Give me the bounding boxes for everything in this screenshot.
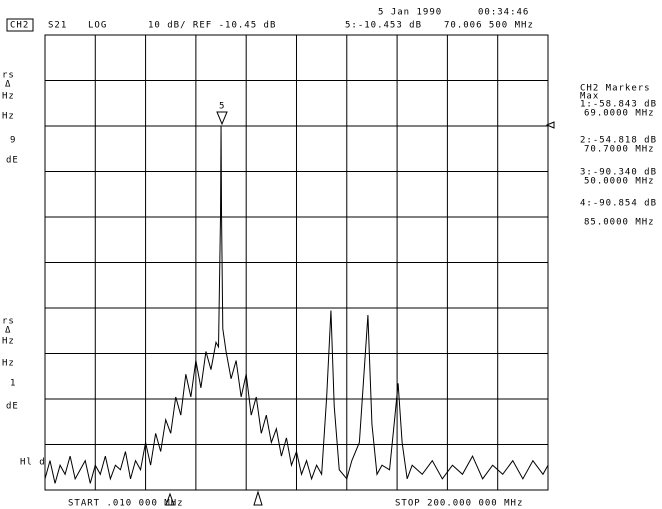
left-info: rs [2, 71, 15, 81]
trace [44, 125, 549, 484]
left-info: Hz [2, 112, 15, 122]
left-info: Hl d [20, 458, 46, 468]
left-info: Δ [5, 80, 11, 90]
marker-info: 1:-58.843 dB [580, 100, 657, 110]
left-info: rs [2, 317, 15, 327]
marker-3 [165, 492, 175, 506]
marker-info: 69.0000 MHz [584, 109, 655, 119]
date: 5 Jan 1990 [378, 8, 442, 18]
time: 00:34:46 [478, 8, 529, 18]
marker-label: 5 [219, 102, 225, 112]
start: START .010 000 MHz [68, 499, 184, 509]
marker-4 [253, 490, 263, 506]
marker-value: 5:-10.453 dB [345, 21, 422, 31]
marker-info: 70.7000 MHz [584, 145, 655, 155]
left-info: Hz [2, 359, 15, 369]
param: S21 [48, 21, 67, 31]
left-info: Δ [5, 326, 11, 336]
marker-info: CH2 Markers [580, 84, 651, 94]
marker-info: 2:-54.818 dB [580, 136, 657, 146]
left-info: Hz [2, 92, 15, 102]
format: LOG [88, 21, 107, 31]
marker-info: 3:-90.340 dB [580, 168, 657, 178]
left-info: dE [6, 402, 19, 412]
marker-info: 4:-90.854 dB [580, 199, 657, 209]
channel: CH2 [10, 21, 29, 31]
marker-info: 50.0000 MHz [584, 177, 655, 187]
left-info: Hz [2, 337, 15, 347]
channel-box [6, 18, 34, 32]
marker-info: 85.0000 MHz [584, 218, 655, 228]
marker-freq: 70.006 500 MHz [444, 21, 534, 31]
left-info: dE [6, 156, 19, 166]
marker-info: Max [580, 92, 599, 102]
marker-5 [216, 111, 228, 126]
left-info: 1 [10, 379, 16, 389]
stop: STOP 200.000 000 MHz [395, 499, 523, 509]
ref-arrow [545, 121, 555, 129]
left-info: 9 [10, 136, 16, 146]
scale: 10 dB/ REF -10.45 dB [148, 21, 276, 31]
